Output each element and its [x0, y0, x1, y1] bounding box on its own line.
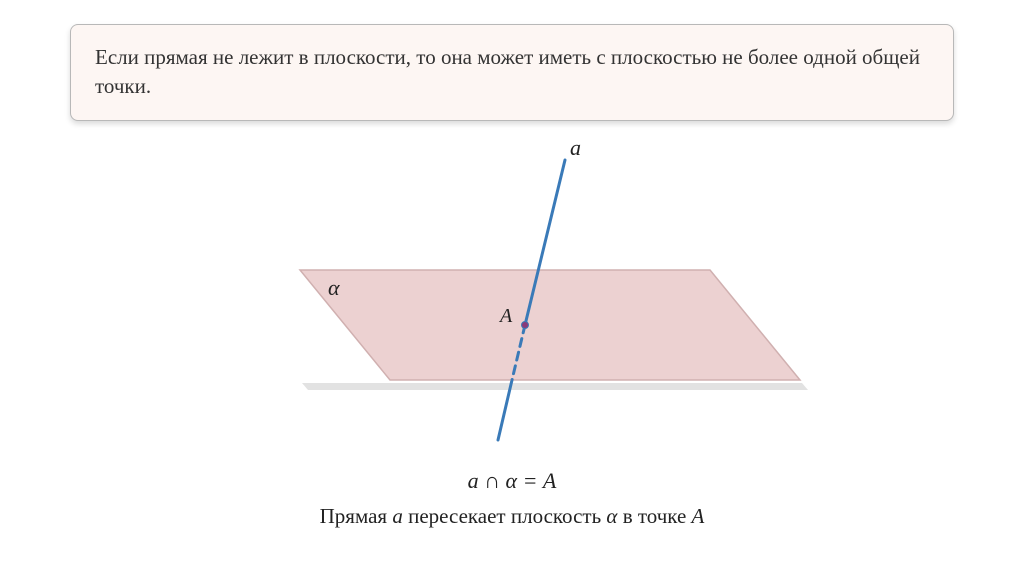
theorem-text: Если прямая не лежит в плоскости, то она… — [95, 45, 920, 98]
caption-point: A — [692, 504, 705, 528]
formula: a ∩ α = A — [0, 468, 1024, 494]
formula-intersect: ∩ — [479, 468, 506, 493]
formula-line: a — [468, 468, 479, 493]
theorem-box: Если прямая не лежит в плоскости, то она… — [70, 24, 954, 121]
caption-mid: пересекает плоскость — [403, 504, 607, 528]
caption: Прямая a пересекает плоскость α в точке … — [0, 504, 1024, 529]
caption-plane: α — [606, 504, 617, 528]
caption-mid2: в точке — [617, 504, 691, 528]
diagram-container: a α A — [200, 130, 824, 470]
svg-text:A: A — [498, 305, 513, 327]
formula-point: A — [543, 468, 556, 493]
caption-line: a — [392, 504, 403, 528]
svg-text:α: α — [328, 275, 340, 300]
caption-prefix: Прямая — [320, 504, 393, 528]
svg-text:a: a — [570, 135, 581, 160]
geometry-diagram: a α A — [200, 130, 824, 470]
formula-plane: α — [506, 468, 518, 493]
formula-eq: = — [517, 468, 543, 493]
